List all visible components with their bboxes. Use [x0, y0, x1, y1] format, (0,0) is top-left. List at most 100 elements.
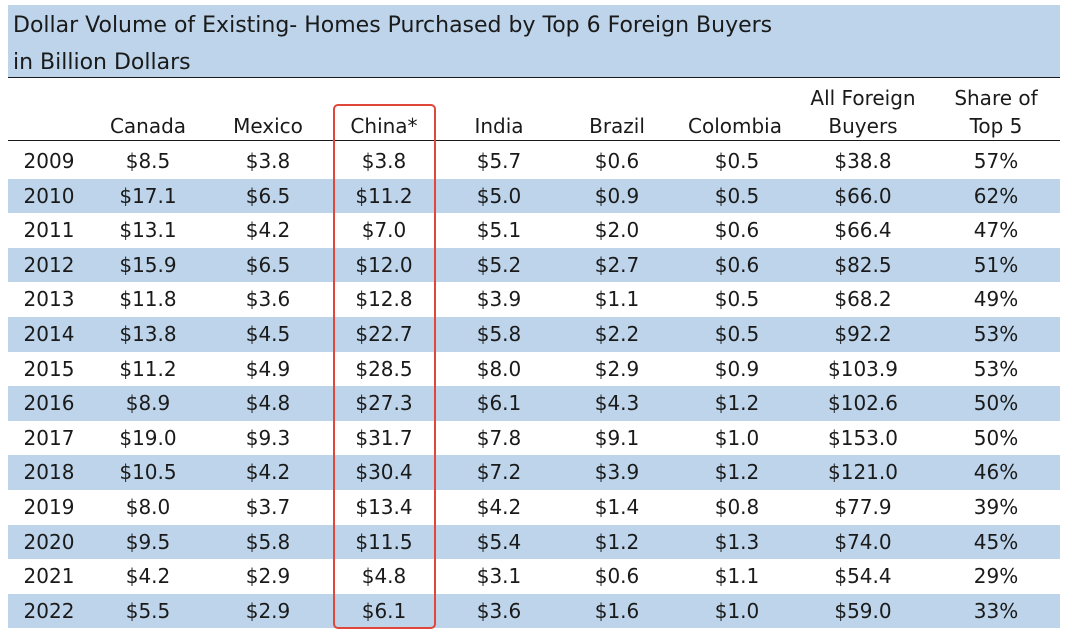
table-title: Dollar Volume of Existing- Homes Purchas…: [13, 13, 773, 38]
brazil-cell: $0.9: [594, 183, 640, 208]
all-foreign-cell: $68.2: [834, 287, 892, 312]
india-cell: $4.2: [476, 495, 522, 519]
table-row: 2010 $17.1 $6.5 $11.2 $5.0 $0.9 $0.5 $66.0 62%: [8, 178, 1060, 214]
share-cell: 57%: [973, 149, 1019, 173]
china-cell: $12.0: [355, 252, 413, 277]
table-row: 2013 $11.8 $3.6 $12.8 $3.9 $1.1 $0.5 $68.2 49%: [8, 282, 1060, 317]
india-cell: $3.9: [476, 287, 522, 312]
china-cell: $22.7: [355, 322, 413, 346]
all-foreign-cell: $59.0: [834, 598, 892, 623]
table-row: 2018 $10.5 $4.2 $30.4 $7.2 $3.9 $1.2 $121.0 46%: [8, 455, 1060, 490]
china-cell: $6.1: [361, 598, 407, 623]
all-foreign-cell: $102.6: [828, 391, 898, 416]
colombia-cell: $0.8: [714, 495, 760, 519]
header-colombia: Colombia: [688, 114, 782, 138]
share-cell: 47%: [973, 218, 1019, 243]
colombia-cell: $0.9: [714, 356, 760, 381]
brazil-cell: $0.6: [594, 564, 640, 589]
year-cell: 2011: [23, 218, 75, 243]
mexico-cell: $4.2: [245, 218, 291, 243]
all-foreign-cell: $38.8: [834, 149, 892, 173]
header-india: India: [474, 114, 524, 138]
share-cell: 49%: [973, 287, 1019, 312]
year-cell: 2014: [23, 322, 75, 346]
year-cell: 2021: [23, 564, 75, 589]
mexico-cell: $4.8: [245, 391, 291, 416]
brazil-cell: $4.3: [594, 391, 640, 416]
all-foreign-cell: $92.2: [834, 322, 892, 346]
year-cell: 2017: [23, 425, 75, 450]
china-cell: $30.4: [355, 460, 413, 485]
table-row: 2009 $8.5 $3.8 $3.8 $5.7 $0.6 $0.5 $38.8 57%: [8, 144, 1060, 179]
table-subtitle: in Billion Dollars: [13, 50, 191, 75]
share-cell: 29%: [973, 564, 1019, 589]
india-cell: $5.4: [476, 529, 522, 554]
brazil-cell: $2.2: [594, 322, 640, 346]
all-foreign-cell: $54.4: [834, 564, 892, 589]
colombia-cell: $1.1: [714, 564, 760, 589]
china-cell: $7.0: [361, 218, 407, 243]
share-cell: 50%: [973, 391, 1019, 416]
colombia-cell: $0.5: [714, 287, 760, 312]
share-cell: 33%: [973, 598, 1019, 623]
share-cell: 62%: [973, 183, 1019, 208]
mexico-cell: $3.6: [245, 287, 291, 312]
colombia-cell: $0.6: [714, 252, 760, 277]
year-cell: 2019: [23, 495, 75, 519]
mexico-cell: $2.9: [245, 564, 291, 589]
share-cell: 45%: [973, 529, 1019, 554]
mexico-cell: $4.5: [245, 322, 291, 346]
canada-cell: $9.5: [125, 529, 171, 554]
table-row: 2011 $13.1 $4.2 $7.0 $5.1 $2.0 $0.6 $66.4 47%: [8, 213, 1060, 248]
mexico-cell: $6.5: [245, 183, 291, 208]
colombia-cell: $0.5: [714, 149, 760, 173]
year-cell: 2022: [23, 598, 75, 623]
brazil-cell: $2.9: [594, 356, 640, 381]
mexico-cell: $4.2: [245, 460, 291, 485]
mexico-cell: $4.9: [245, 356, 291, 381]
table-row: 2022 $5.5 $2.9 $6.1 $3.6 $1.6 $1.0 $59.0 33%: [8, 593, 1060, 629]
china-cell: $13.4: [355, 495, 413, 519]
all-foreign-cell: $121.0: [828, 460, 898, 485]
all-foreign-cell: $77.9: [834, 495, 892, 519]
canada-cell: $13.8: [119, 322, 177, 346]
table-row: 2021 $4.2 $2.9 $4.8 $3.1 $0.6 $1.1 $54.4 29%: [8, 559, 1060, 594]
all-foreign-cell: $74.0: [834, 529, 892, 554]
china-cell: $31.7: [355, 425, 413, 450]
brazil-cell: $1.2: [594, 529, 640, 554]
colombia-cell: $1.2: [714, 391, 760, 416]
mexico-cell: $3.8: [245, 149, 291, 173]
header-canada: Canada: [109, 114, 187, 138]
india-cell: $3.1: [476, 564, 522, 589]
header-share-line1: Share of: [954, 86, 1038, 110]
share-cell: 50%: [973, 425, 1019, 450]
china-cell: $4.8: [361, 564, 407, 589]
all-foreign-cell: $66.0: [834, 183, 892, 208]
india-cell: $5.1: [476, 218, 522, 243]
canada-cell: $10.5: [119, 460, 177, 485]
year-cell: 2015: [23, 356, 75, 381]
header-mexico: Mexico: [233, 114, 303, 138]
table-row: 2014 $13.8 $4.5 $22.7 $5.8 $2.2 $0.5 $92.2 53%: [8, 317, 1060, 352]
all-foreign-cell: $66.4: [834, 218, 892, 243]
brazil-cell: $1.6: [594, 598, 640, 623]
india-cell: $3.6: [476, 598, 522, 623]
header-all-foreign-line2: Buyers: [828, 114, 898, 138]
brazil-cell: $3.9: [594, 460, 640, 485]
india-cell: $5.0: [476, 183, 522, 208]
share-cell: 51%: [973, 252, 1019, 277]
year-cell: 2010: [23, 183, 75, 208]
colombia-cell: $0.6: [714, 218, 760, 243]
canada-cell: $8.9: [125, 391, 171, 416]
colombia-cell: $1.0: [714, 425, 760, 450]
header-china: China*: [350, 114, 418, 138]
china-cell: $12.8: [355, 287, 413, 312]
brazil-cell: $1.1: [594, 287, 640, 312]
mexico-cell: $5.8: [245, 529, 291, 554]
colombia-cell: $0.5: [714, 322, 760, 346]
year-cell: 2020: [23, 529, 75, 554]
china-cell: $11.2: [355, 183, 413, 208]
all-foreign-cell: $153.0: [828, 425, 898, 450]
year-cell: 2009: [23, 149, 75, 173]
canada-cell: $19.0: [119, 425, 177, 450]
